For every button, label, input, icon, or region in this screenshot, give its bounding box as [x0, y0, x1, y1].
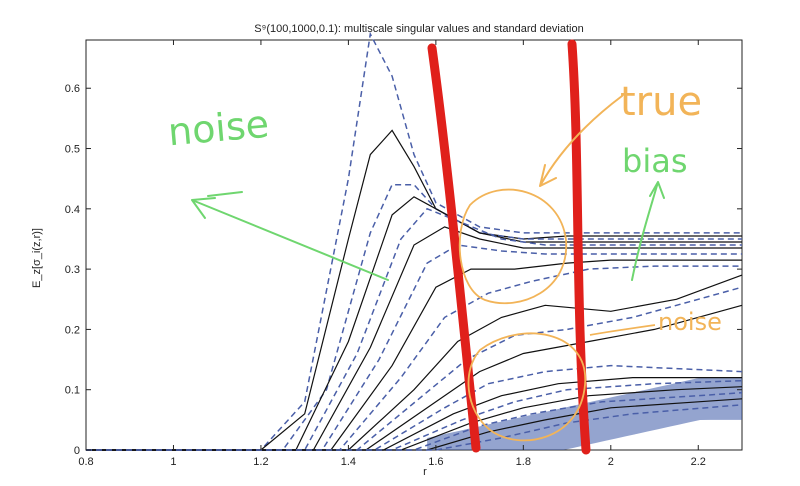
series-line-12: [86, 304, 743, 451]
orange-arrow-true: [539, 95, 623, 187]
y-tick-label-2: 0.2: [65, 324, 80, 336]
annotation-noise-right: noise: [658, 308, 722, 336]
series-line-13: [86, 364, 743, 451]
y-tick-label-0: 0: [74, 445, 80, 457]
x-tick-label-7: 2.2: [691, 456, 706, 468]
x-tick-label-2: 1.2: [253, 456, 268, 468]
x-tick-label-3: 1.4: [341, 456, 356, 468]
series-line-7: [86, 244, 742, 451]
y-tick-label-1: 0.1: [65, 385, 80, 397]
x-axis-label: r: [423, 466, 427, 478]
x-tick-label-1: 1: [170, 456, 176, 468]
y-tick-label-3: 0.3: [65, 264, 80, 276]
annotation-bias: bias: [622, 142, 687, 180]
series-line-19: [86, 404, 743, 451]
series-line-8: [86, 259, 742, 451]
y-axis-label: E_z[σ_i(z,r)]: [31, 228, 43, 288]
x-tick-label-0: 0.8: [78, 456, 93, 468]
orange-arrow-noise: [589, 324, 656, 336]
y-tick-label-5: 0.5: [65, 144, 80, 156]
orange-circle-lower: [467, 332, 586, 442]
chart-title: S⁹(100,1000,0.1): multiscale singular va…: [254, 23, 583, 35]
y-tick-label-4: 0.4: [65, 204, 80, 216]
red-marker-line-2: [567, 39, 591, 455]
annotation-noise-left: noise: [166, 102, 271, 155]
x-tick-label-5: 1.8: [516, 456, 531, 468]
y-tick-label-6: 0.6: [65, 83, 80, 95]
x-tick-label-4: 1.6: [428, 456, 443, 468]
annotation-layer: noise true bias noise: [166, 39, 722, 455]
series-line-9: [86, 265, 742, 451]
plot-area: 0.8 1 1.2 1.4 1.6 1.8 2 2.2 0 0.1 0.2 0.3 0.4 0.5 0.6: [65, 31, 743, 468]
series-line-17: [86, 391, 743, 451]
x-tick-label-6: 2: [608, 456, 614, 468]
series-line-2: [86, 129, 742, 451]
series-line-10: [86, 274, 743, 451]
green-arrow-bias: [631, 181, 665, 281]
series-line-11: [86, 286, 743, 451]
annotation-true: true: [620, 79, 702, 125]
green-arrow-left: [191, 191, 389, 281]
orange-circle-upper: [458, 188, 567, 305]
